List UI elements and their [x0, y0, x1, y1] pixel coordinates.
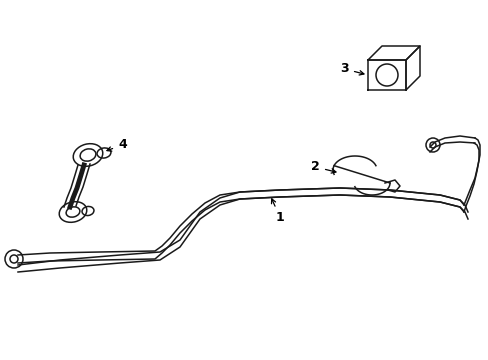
- Text: 4: 4: [107, 139, 126, 152]
- Text: 1: 1: [271, 199, 284, 225]
- Text: 3: 3: [340, 63, 363, 76]
- Text: 2: 2: [311, 161, 335, 174]
